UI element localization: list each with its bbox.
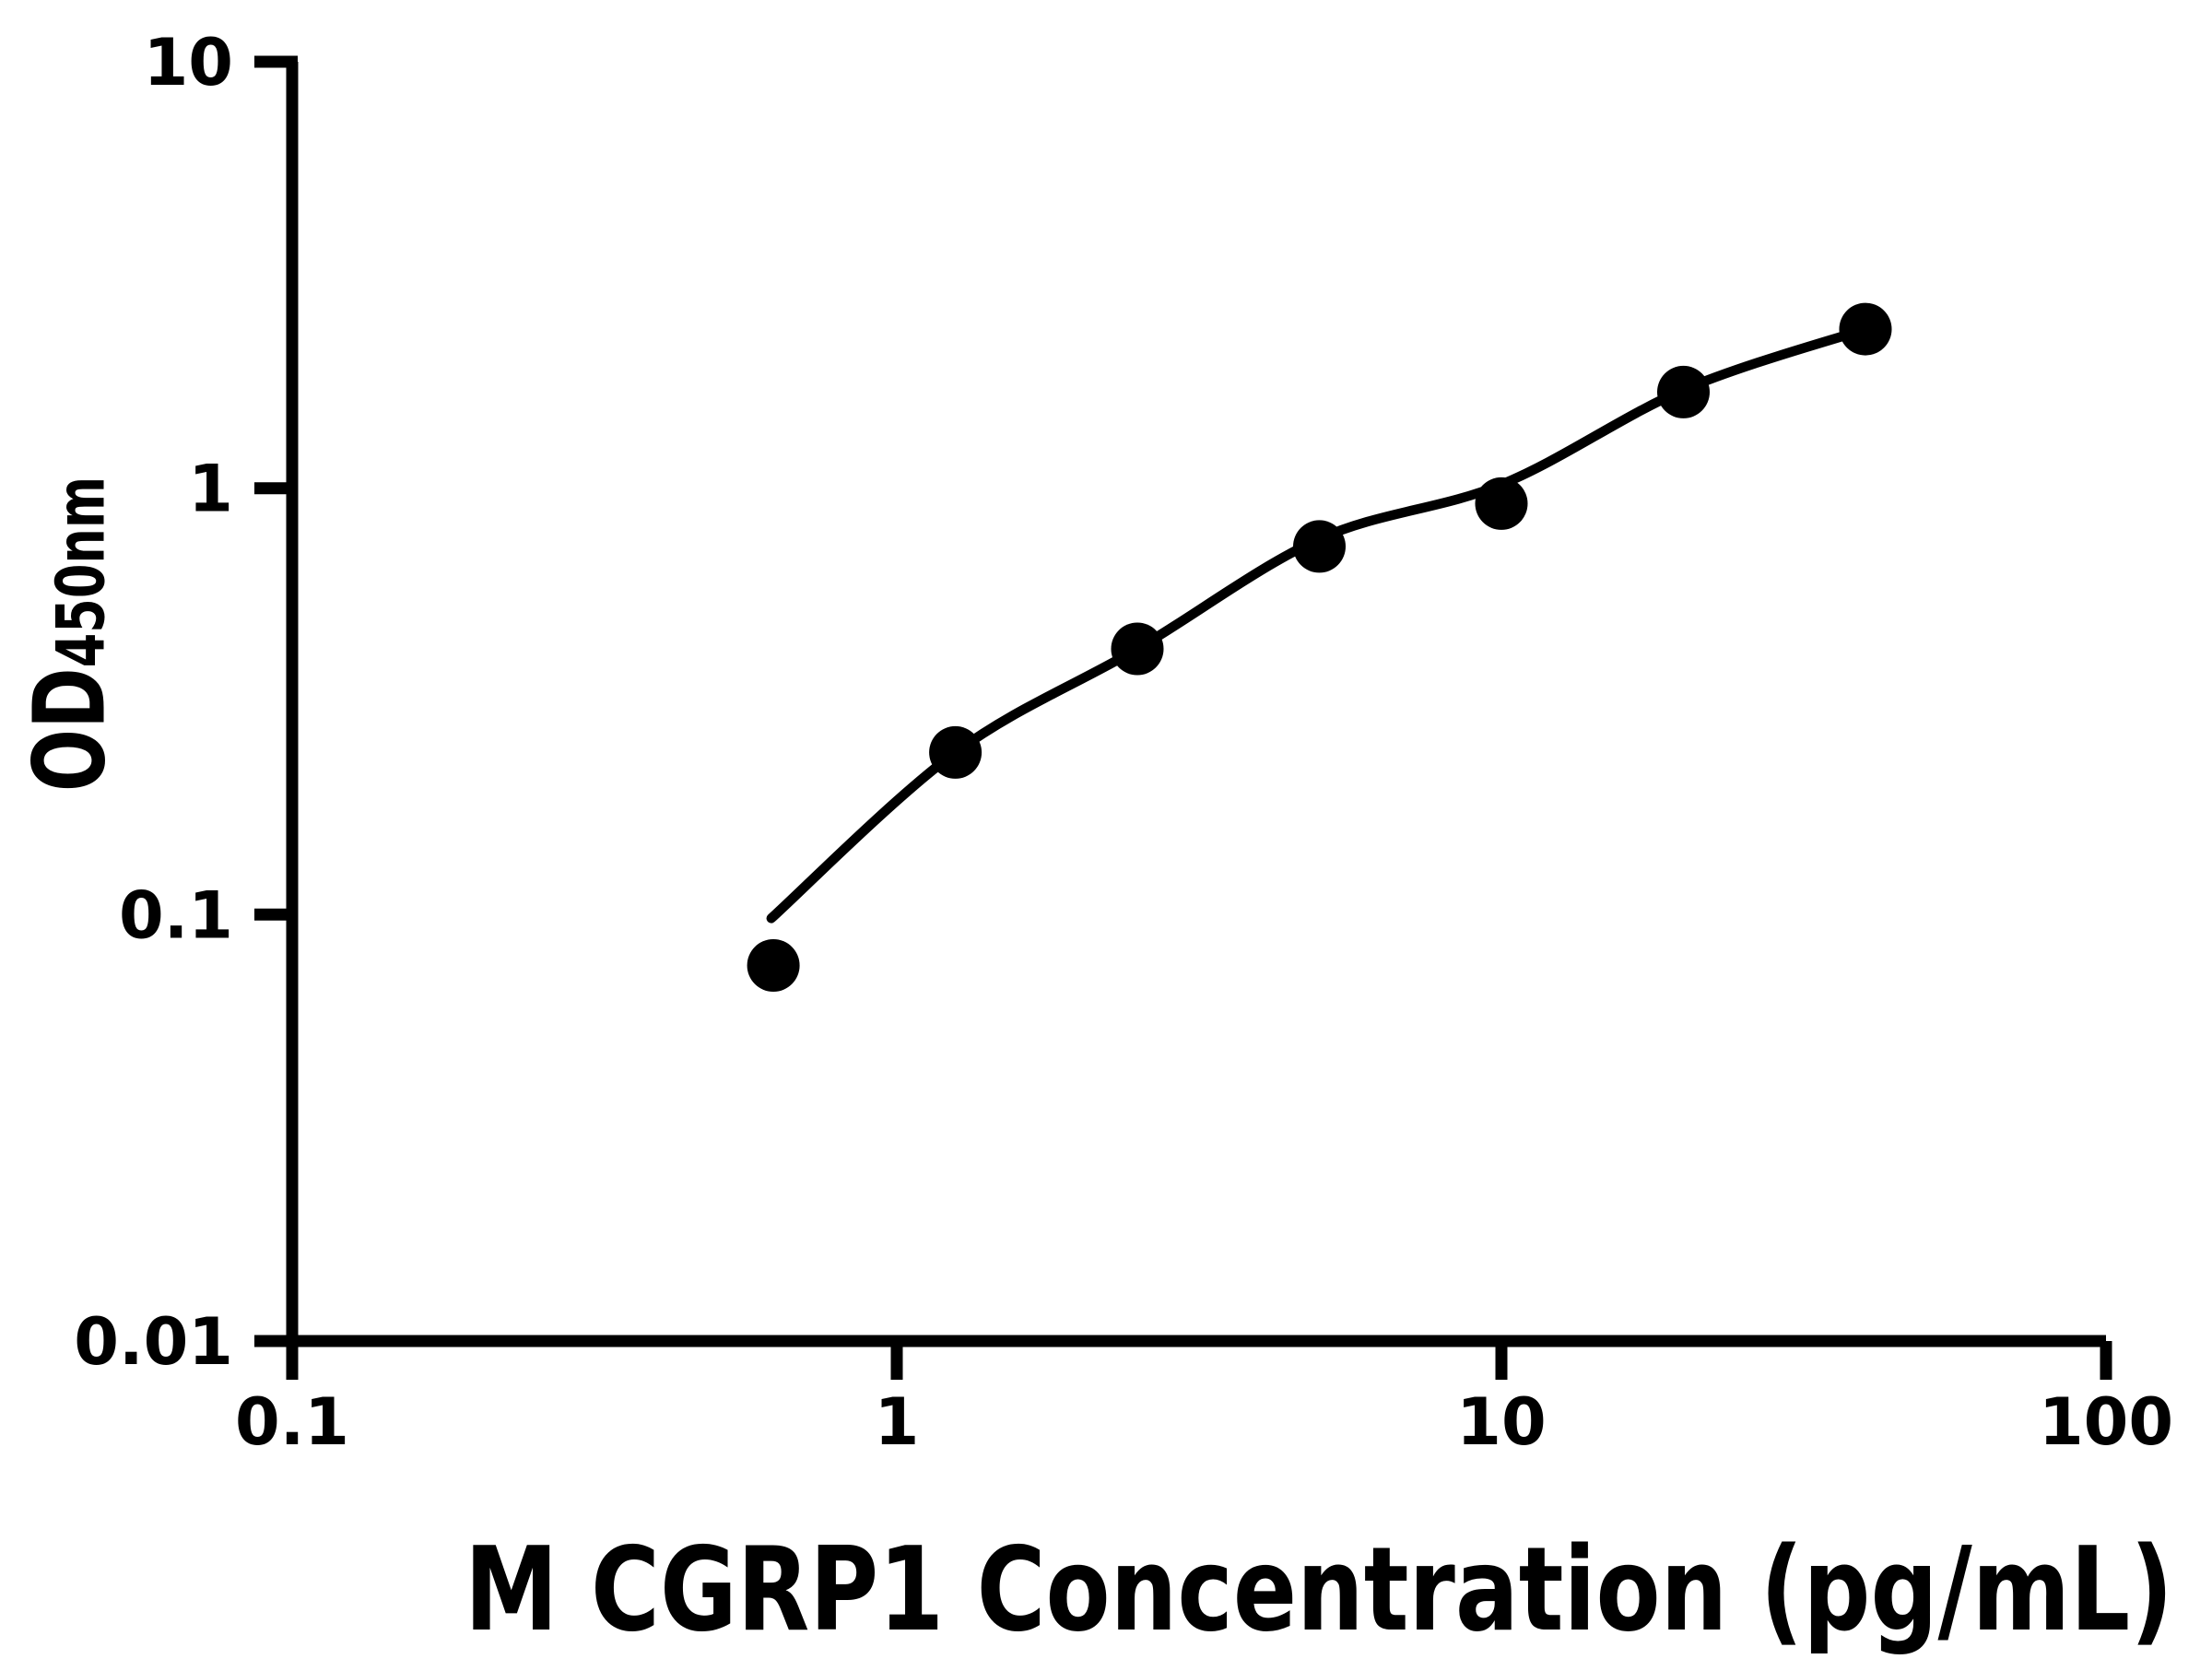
x-tick-label: 100 [2039, 1384, 2173, 1460]
data-point [747, 939, 800, 992]
x-tick-label: 10 [1456, 1384, 1546, 1460]
data-point [1657, 365, 1710, 418]
y-tick-label: 0.01 [74, 1304, 233, 1380]
data-points [747, 302, 1892, 992]
axes [286, 62, 2106, 1347]
data-point [929, 725, 982, 779]
fit-curve-path [766, 324, 1871, 924]
x-tick-label: 0.1 [235, 1384, 349, 1460]
data-point [1111, 622, 1164, 676]
data-point [1475, 477, 1528, 530]
data-point [1293, 520, 1346, 573]
y-tick-label: 1 [188, 452, 233, 527]
y-tick-label: 10 [144, 25, 233, 100]
y-axis-title-subscript: 450nm [41, 476, 120, 668]
y-axis-title: OD450nm [14, 476, 128, 792]
x-axis-title: M CGRP1 Concentration (pg/mL) [464, 1522, 2173, 1657]
data-point [1839, 302, 1892, 356]
axis-spines [286, 62, 2106, 1347]
y-axis-title-main: OD [13, 667, 128, 793]
fit-curve [766, 324, 1871, 924]
axis-ticks [254, 55, 2112, 1380]
y-tick-label: 0.1 [119, 877, 233, 953]
x-tick-label: 1 [875, 1384, 920, 1460]
